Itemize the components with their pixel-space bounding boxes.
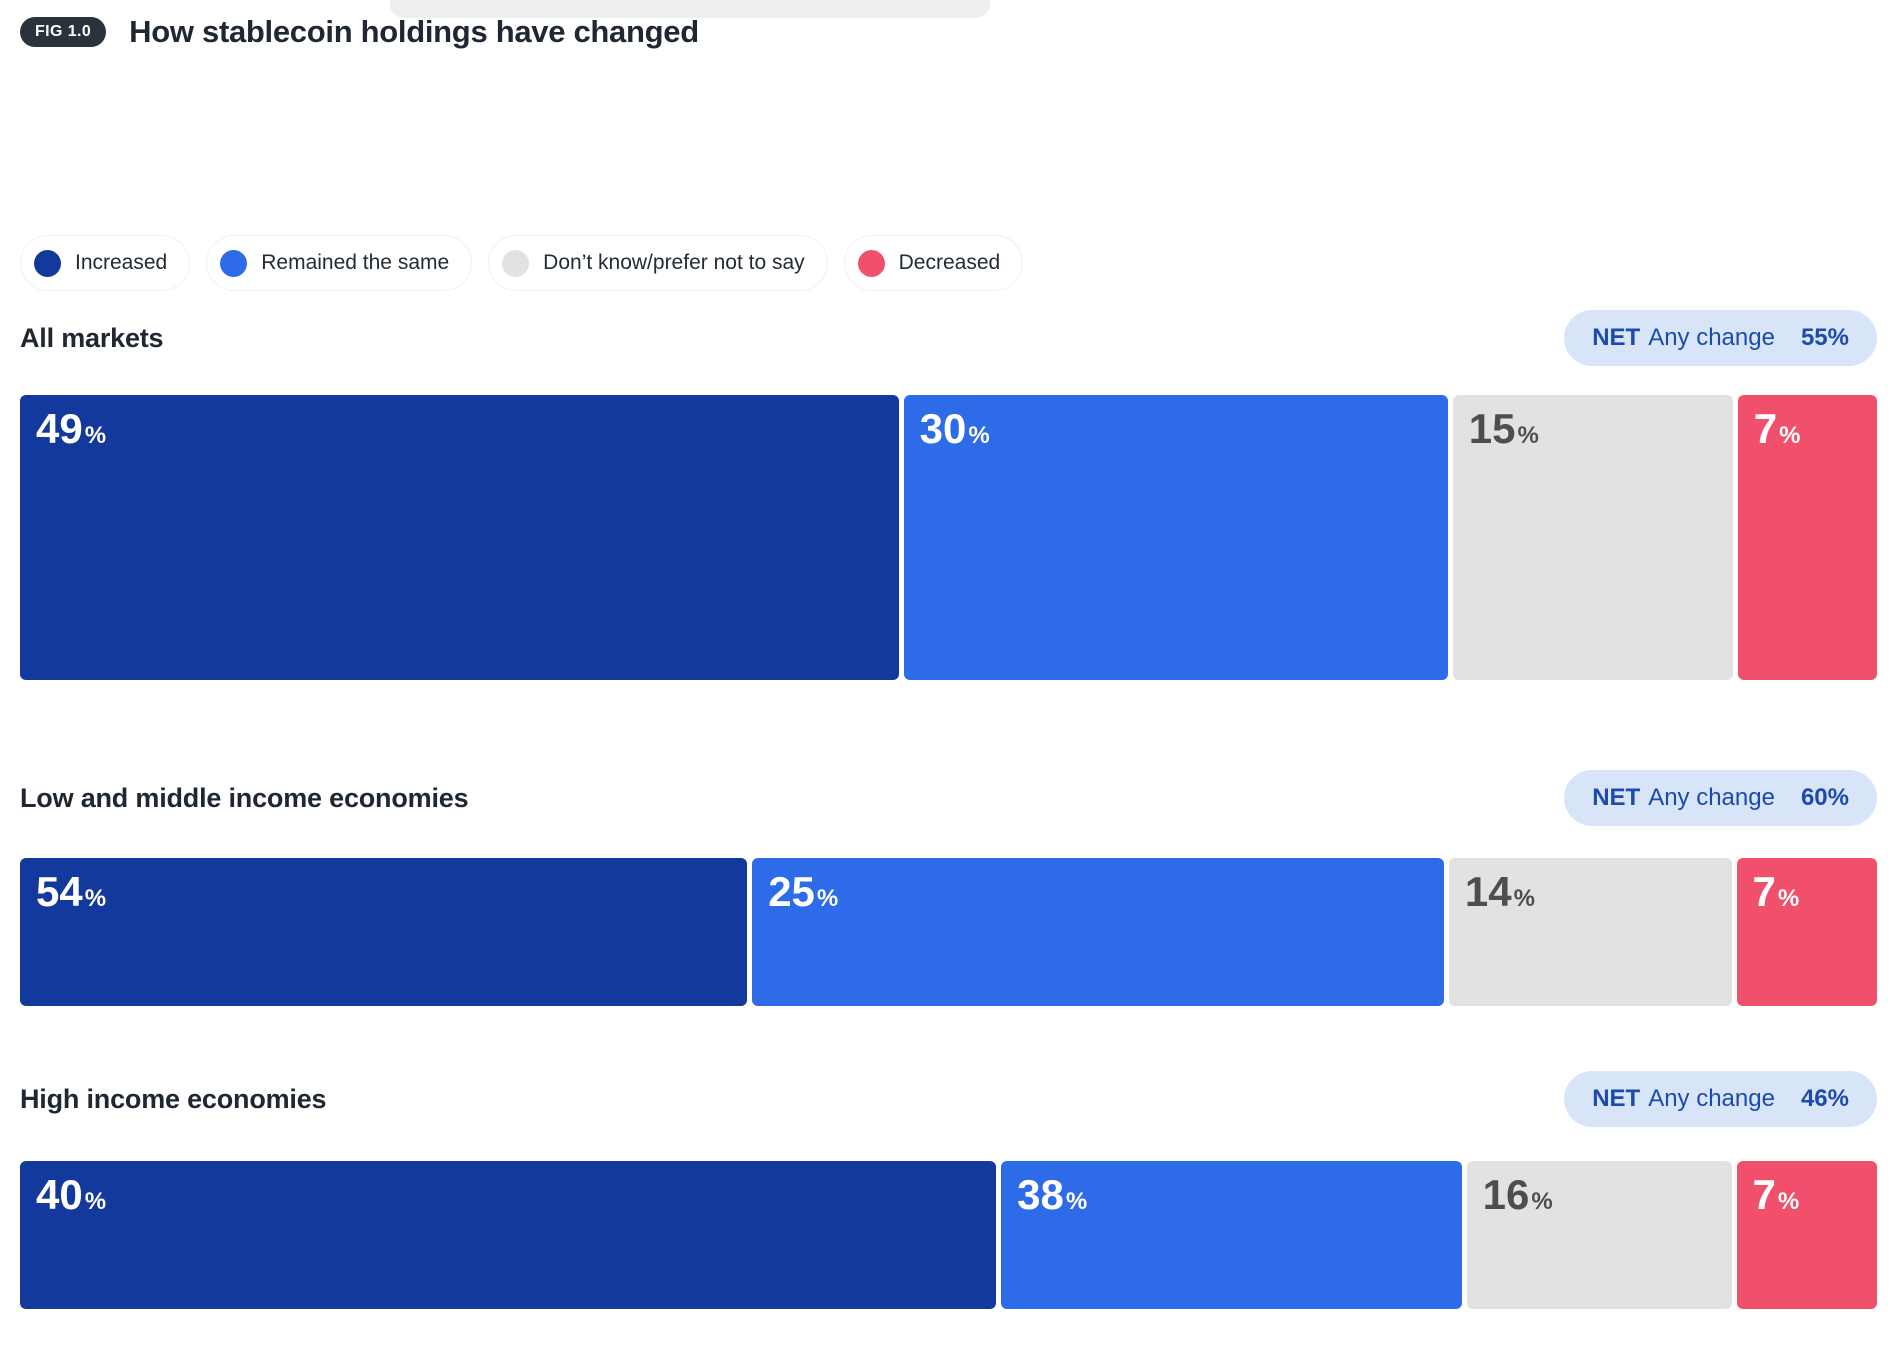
legend-swatch-decreased-icon	[857, 249, 885, 277]
net-badge-prefix: NET	[1592, 324, 1641, 351]
legend-label-remained-same: Remained the same	[261, 251, 450, 274]
page-title: How stablecoin holdings have changed	[129, 14, 699, 49]
bar-segment-decreased: 7%	[1737, 395, 1878, 680]
segment-value-label: 38%	[1017, 1171, 1088, 1218]
legend-swatch-remained-same-icon	[220, 249, 248, 277]
segment-value-label: 14%	[1464, 868, 1535, 915]
bar-segment-decreased: 7%	[1736, 1161, 1877, 1309]
section-header-all-markets: All markets NET Any change 55%	[20, 310, 1877, 366]
bar-segment-remained-same: 30%	[903, 395, 1448, 680]
top-partial-pill	[390, 0, 990, 18]
section-header-high-income: High income economies NET Any change 46%	[20, 1071, 1877, 1127]
stacked-bar-low-middle-income: 54% 25% 14% 7%	[20, 858, 1877, 1006]
bar-segment-increased: 54%	[20, 858, 748, 1006]
net-badge-prefix: NET	[1592, 1085, 1641, 1112]
bar-segment-dont-know: 14%	[1448, 858, 1732, 1006]
bar-segment-dont-know: 16%	[1466, 1161, 1732, 1309]
legend-label-increased: Increased	[75, 251, 168, 274]
bar-segment-increased: 40%	[20, 1161, 997, 1309]
segment-value-label: 49%	[36, 405, 107, 452]
bar-segment-remained-same: 25%	[752, 858, 1444, 1006]
net-any-change-badge-high-income: NET Any change 46%	[1564, 1071, 1877, 1127]
net-badge-label: Any change	[1648, 784, 1775, 811]
legend: Increased Remained the same Don’t know/p…	[20, 235, 1877, 291]
segment-value-label: 7%	[1753, 405, 1801, 452]
segment-value-label: 30%	[919, 405, 990, 452]
stacked-bar-high-income: 40% 38% 16% 7%	[20, 1161, 1877, 1309]
legend-swatch-dont-know-icon	[502, 249, 530, 277]
segment-value-label: 7%	[1752, 868, 1800, 915]
segment-value-label: 15%	[1468, 405, 1539, 452]
legend-pill-increased[interactable]: Increased	[20, 235, 191, 291]
bar-segment-dont-know: 15%	[1452, 395, 1733, 680]
net-badge-value: 60%	[1800, 784, 1849, 811]
figure-container: FIG 1.0 How stablecoin holdings have cha…	[20, 0, 1878, 1309]
stacked-bar-all-markets: 49% 30% 15% 7%	[20, 395, 1878, 680]
net-badge-value: 55%	[1800, 324, 1849, 351]
figure-header: FIG 1.0 How stablecoin holdings have cha…	[20, 0, 1877, 50]
net-badge-prefix: NET	[1592, 784, 1641, 811]
bar-segment-remained-same: 38%	[1001, 1161, 1462, 1309]
section-title-all-markets: All markets	[20, 322, 164, 353]
legend-pill-dont-know[interactable]: Don’t know/prefer not to say	[488, 235, 828, 291]
segment-value-label: 54%	[36, 868, 107, 915]
net-any-change-badge-low-middle-income: NET Any change 60%	[1564, 770, 1877, 826]
figure-number-badge: FIG 1.0	[20, 17, 107, 47]
legend-pill-decreased[interactable]: Decreased	[843, 235, 1024, 291]
legend-label-decreased: Decreased	[898, 251, 1001, 274]
legend-label-dont-know: Don’t know/prefer not to say	[543, 251, 805, 274]
segment-value-label: 7%	[1752, 1171, 1800, 1218]
net-badge-value: 46%	[1800, 1085, 1849, 1112]
section-title-high-income: High income economies	[20, 1083, 327, 1114]
net-any-change-badge-all-markets: NET Any change 55%	[1564, 310, 1877, 366]
section-header-low-middle-income: Low and middle income economies NET Any …	[20, 770, 1877, 826]
bar-segment-decreased: 7%	[1736, 858, 1877, 1006]
net-badge-label: Any change	[1648, 1085, 1775, 1112]
bar-segment-increased: 49%	[20, 395, 899, 680]
segment-value-label: 25%	[768, 868, 839, 915]
section-title-low-middle-income: Low and middle income economies	[20, 782, 469, 813]
legend-swatch-increased-icon	[34, 249, 61, 277]
segment-value-label: 40%	[36, 1171, 107, 1218]
net-badge-label: Any change	[1648, 324, 1775, 351]
legend-pill-remained-same[interactable]: Remained the same	[206, 235, 473, 291]
segment-value-label: 16%	[1482, 1171, 1553, 1218]
